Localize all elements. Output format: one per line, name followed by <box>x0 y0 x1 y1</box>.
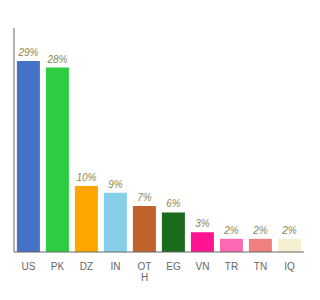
svg-text:EG: EG <box>166 261 181 272</box>
svg-text:7%: 7% <box>137 192 152 203</box>
svg-text:3%: 3% <box>195 218 210 229</box>
svg-text:2%: 2% <box>281 225 297 236</box>
svg-text:TR: TR <box>225 261 238 272</box>
svg-text:9%: 9% <box>108 179 123 190</box>
svg-text:6%: 6% <box>166 198 181 209</box>
svg-text:IN: IN <box>111 261 121 272</box>
svg-text:VN: VN <box>196 261 210 272</box>
svg-text:2%: 2% <box>252 225 268 236</box>
svg-text:US: US <box>22 261 36 272</box>
svg-text:IQ: IQ <box>284 261 295 272</box>
svg-text:29%: 29% <box>17 47 38 58</box>
svg-text:PK: PK <box>51 261 65 272</box>
svg-text:28%: 28% <box>46 54 67 65</box>
svg-text:10%: 10% <box>76 172 96 183</box>
svg-text:TN: TN <box>254 261 267 272</box>
svg-text:OTH: OTH <box>138 261 152 283</box>
svg-text:DZ: DZ <box>80 261 93 272</box>
svg-text:2%: 2% <box>223 225 239 236</box>
